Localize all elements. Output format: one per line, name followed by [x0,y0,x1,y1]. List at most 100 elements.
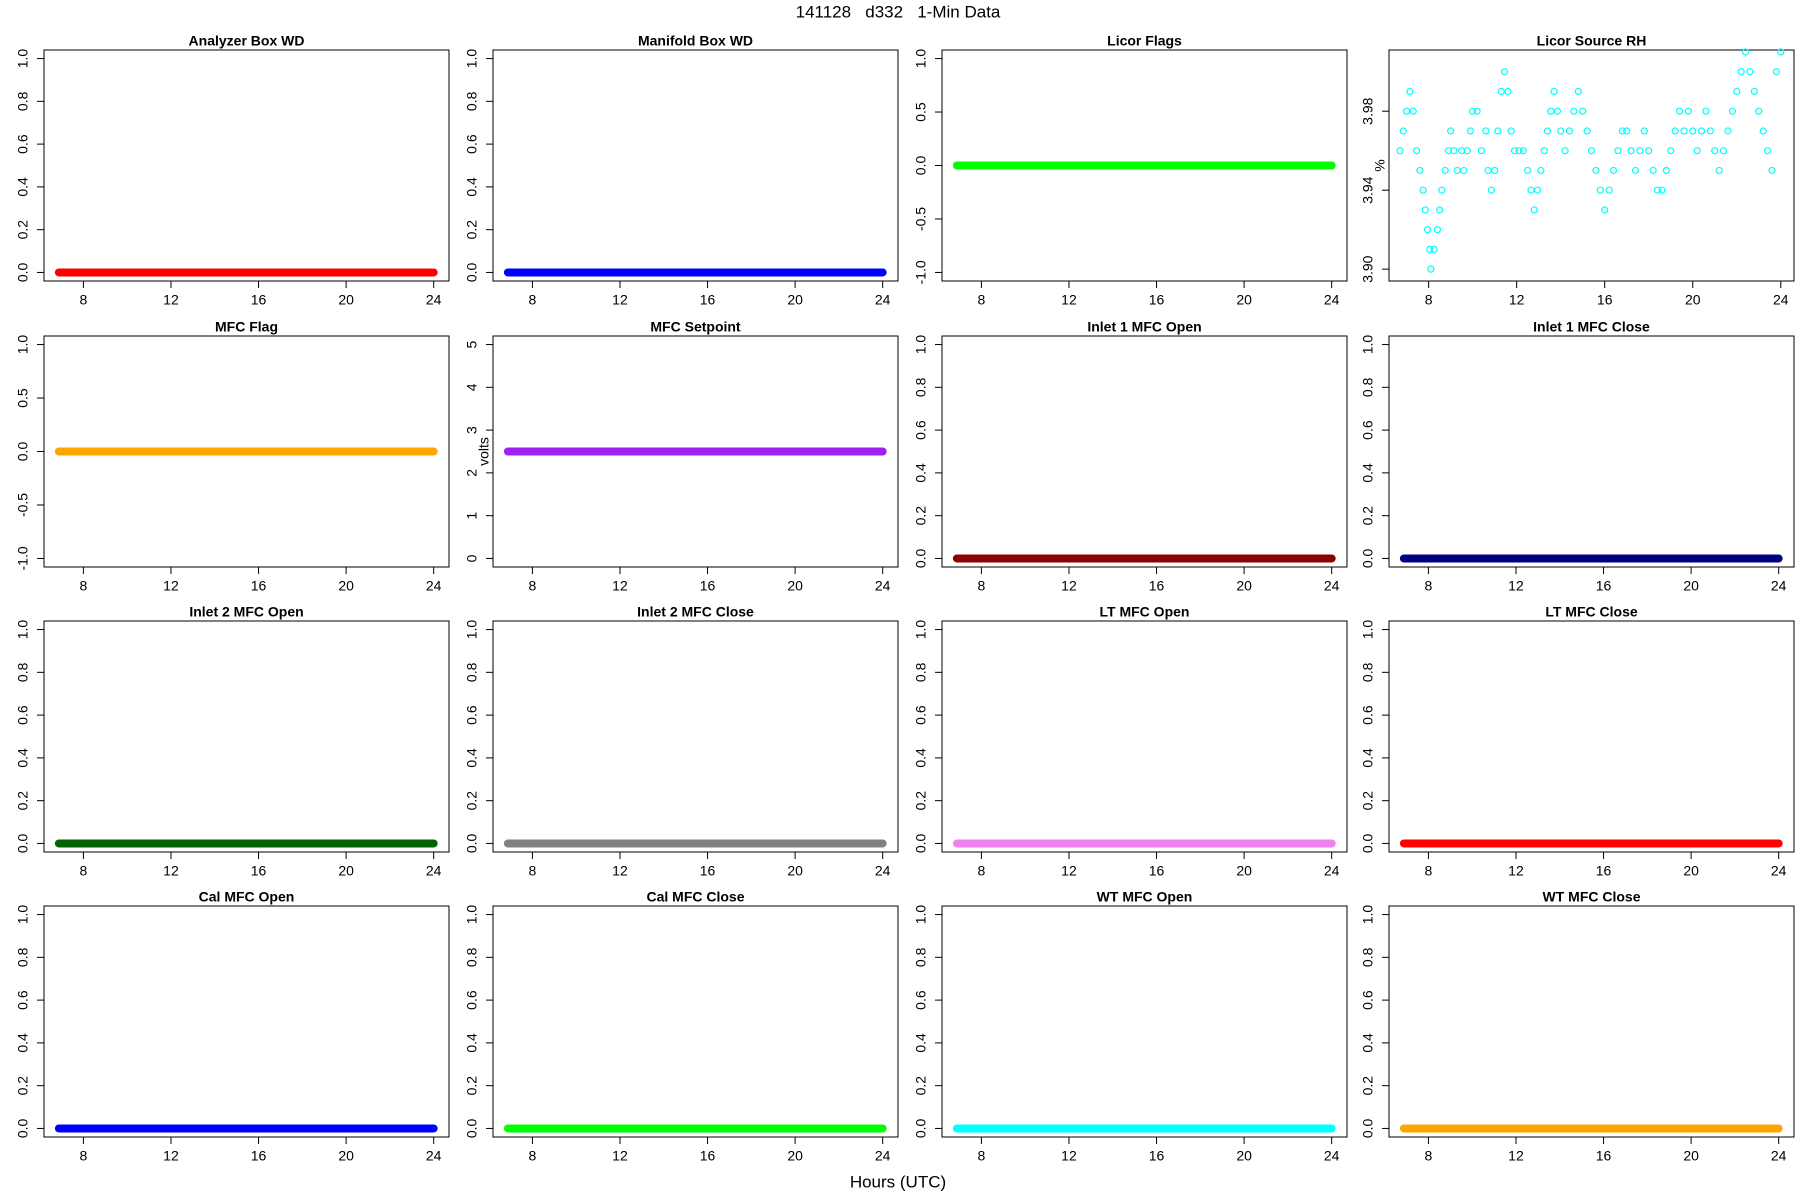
data-point [1399,127,1407,135]
x-tick-label: 24 [875,863,891,879]
y-tick-label: 0.2 [913,506,929,526]
panel: LT MFC Open 8 12 16 20 24 0.0 0.2 0.4 0.6 0.8 1.0 [913,604,1348,879]
data-point [1406,87,1414,96]
x-tick-label: 16 [1596,1148,1612,1164]
y-tick-label: 0.6 [15,705,31,725]
x-tick-label: 24 [1771,863,1787,879]
data-point [1466,127,1475,135]
data-point [1737,68,1745,76]
y-tick-label: 0.6 [913,990,929,1010]
y-tick-label: 0.4 [15,748,31,768]
data-point [1702,107,1710,115]
x-tick-label: 8 [529,1148,537,1164]
plot-frame [43,905,450,1138]
x-tick-label: 8 [529,292,537,308]
y-tick-label: 0.4 [464,748,480,768]
data-point [1768,166,1776,175]
x-tick-label: 20 [1236,1148,1252,1164]
x-tick-label: 12 [612,578,628,594]
x-axis-label: Hours (UTC) [850,1172,946,1191]
data-point [1618,127,1626,135]
x-tick-label: 12 [1061,292,1077,308]
data-point [1409,107,1417,115]
y-tick-label: 0.6 [913,705,929,725]
panel-title: Analyzer Box WD [189,33,305,49]
y-tick-label: 1.0 [913,49,929,69]
data-point [1605,186,1613,194]
y-tick-label: 0.4 [1360,1033,1376,1053]
panel-title: MFC Setpoint [650,319,741,335]
panel: WT MFC Open 8 12 16 20 24 0.0 0.2 0.4 0.6 0.8 1.0 [913,889,1348,1164]
x-tick-label: 20 [787,292,803,308]
data-point [1463,147,1471,155]
data-point [1755,107,1763,115]
x-tick-label: 8 [978,578,986,594]
panel: Inlet 2 MFC Open 8 12 16 20 24 0.0 0.2 0.4 0.6 0.8… [15,604,450,879]
y-tick-label: 1.0 [15,905,31,925]
plot-frame [492,49,899,282]
x-tick-label: 24 [426,863,442,879]
y-tick-label: 0.0 [15,1119,31,1139]
x-tick-label: 20 [338,292,354,308]
plot-frame [941,335,1348,568]
y-tick-label: 0.2 [464,791,480,811]
y-tick-label: 0.2 [15,791,31,811]
x-tick-label: 16 [1149,863,1165,879]
panel: Licor Source RH 8 12 16 20 24 3.90 3.94 3.98% [1360,33,1795,308]
x-tick-label: 8 [80,292,88,308]
y-tick-label: 1.0 [464,905,480,925]
data-point [1667,147,1675,155]
data-point [1565,127,1574,135]
data-point [1515,147,1523,155]
panel: Licor Flags 8 12 16 20 24 -1.0 -0.5 0.0 0.5 1.0 [913,33,1348,308]
data-point [1719,147,1728,155]
data-point [1706,127,1714,135]
data-point [1426,245,1434,254]
y-tick-label: 1 [464,512,480,520]
y-tick-label: 1.0 [913,620,929,640]
plot-frame [492,620,899,853]
x-tick-label: 8 [529,578,537,594]
data-point [1614,147,1622,155]
data-point [1540,147,1548,155]
data-point [1412,147,1421,155]
plot-frame [43,620,450,853]
data-point [1728,107,1736,115]
data-point [1530,206,1538,214]
plot-frame [1388,335,1795,568]
y-tick-label: 0.8 [15,91,31,111]
y-tick-label: 0.6 [1360,420,1376,440]
panel: Inlet 2 MFC Close 8 12 16 20 24 0.0 0.2 0.4 0.6 0.… [464,604,899,879]
x-tick-label: 20 [1236,578,1252,594]
y-tick-label: 0.2 [913,1076,929,1096]
plot-frame [492,905,899,1138]
y-tick-label: 0.6 [1360,705,1376,725]
data-point [1653,186,1662,194]
data-point [1592,166,1600,175]
data-point [1658,186,1666,194]
panel-title: Inlet 1 MFC Close [1533,319,1650,335]
y-tick-label: -0.5 [15,493,31,517]
panel: LT MFC Close 8 12 16 20 24 0.0 0.2 0.4 0.6 0.8 1.0 [1360,604,1795,879]
x-tick-label: 20 [787,863,803,879]
data-point [1537,166,1545,175]
plot-frame [941,905,1348,1138]
data-point [1733,87,1741,96]
data-point [1680,127,1688,135]
plot-frame [1388,905,1795,1138]
data-point [1557,127,1565,135]
data-point [1500,68,1509,76]
x-tick-label: 24 [1773,292,1789,308]
data-point [1777,48,1785,56]
x-tick-label: 8 [1425,1148,1433,1164]
x-tick-label: 12 [612,863,628,879]
y-tick-label: 0.6 [15,990,31,1010]
y-tick-label: 1.0 [15,335,31,355]
data-point [1583,127,1591,135]
y-tick-label: 0.8 [1360,947,1376,967]
x-tick-label: 24 [1324,863,1340,879]
data-point [1609,166,1618,175]
data-point [1436,206,1444,214]
panel: MFC Flag 8 12 16 20 24 -1.0 -0.5 0.0 0.5 1.0 [15,319,450,594]
